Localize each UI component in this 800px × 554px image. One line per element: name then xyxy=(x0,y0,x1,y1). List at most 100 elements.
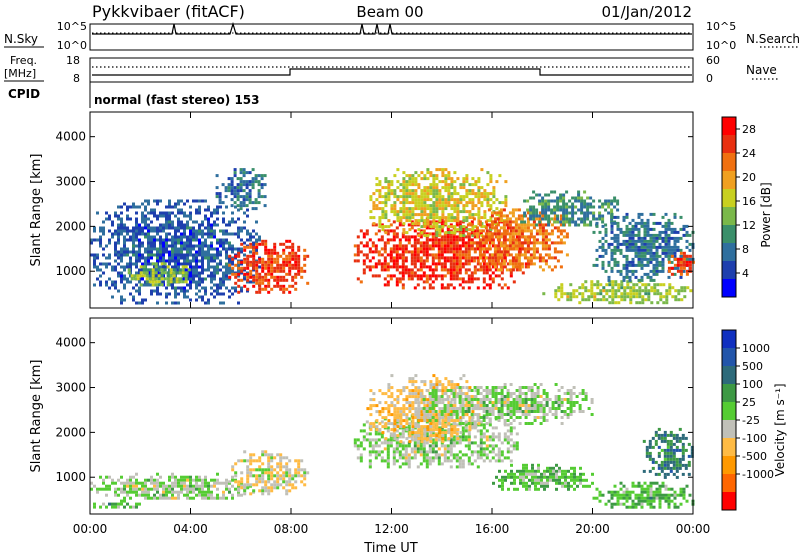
power-cbar-tick-label: 16 xyxy=(742,195,756,208)
power-cbar-swatch xyxy=(722,225,736,243)
velocity-cbar-swatch xyxy=(722,438,736,456)
date-title: 01/Jan/2012 xyxy=(602,3,693,21)
station-title: Pykkvibaer (fitACF) xyxy=(92,2,245,21)
velocity-xtick-label: 00:00 xyxy=(73,522,108,536)
power-cbar-swatch xyxy=(722,189,736,207)
velocity-ytick-label: 4000 xyxy=(55,336,86,350)
velocity-cbar-tick-label: 1000 xyxy=(742,342,770,355)
nsky-panel xyxy=(89,23,694,51)
velocity-xtick-label: 12:00 xyxy=(374,522,409,536)
freq-trace xyxy=(92,68,692,76)
velocity-cbar-tick-label: 500 xyxy=(742,360,763,373)
velocity-cbar-tick-label: -500 xyxy=(742,450,767,463)
power-ytick-label: 3000 xyxy=(55,175,86,189)
power-region xyxy=(542,280,693,305)
velocity-cbar-tick-label: 25 xyxy=(742,396,756,409)
velocity-cbar-swatch xyxy=(722,330,736,348)
power-cbar-swatch xyxy=(722,153,736,171)
velocity-y-axis: 1000 2000 3000 4000 xyxy=(55,336,693,484)
power-region xyxy=(127,262,191,287)
velocity-xtick-label: 04:00 xyxy=(173,522,208,536)
nsearch-label: N.Search xyxy=(746,32,800,46)
freq-panel xyxy=(89,57,694,83)
velocity-xtick-label: 08:00 xyxy=(274,522,309,536)
velocity-xtick-label: 20:00 xyxy=(575,522,610,536)
velocity-xlabel: Time UT xyxy=(363,541,417,554)
power-x-tickmarks xyxy=(89,112,694,308)
power-cbar-swatch xyxy=(722,117,736,135)
velocity-x-axis: 00:00 04:00 08:00 12:00 16:00 20:00 00:00 xyxy=(73,318,711,536)
power-region xyxy=(228,239,310,294)
power-cbar-swatch xyxy=(722,171,736,189)
power-region xyxy=(215,168,267,211)
power-cbar-tick-label: 4 xyxy=(742,267,749,280)
velocity-heatmap xyxy=(90,374,695,509)
velocity-ylabel: Slant Range [km] xyxy=(29,360,44,473)
power-ytick-label: 1000 xyxy=(55,264,86,278)
velocity-xtick-label: 00:00 xyxy=(676,522,711,536)
nave-tick-top: 60 xyxy=(706,54,720,67)
power-heatmap xyxy=(90,168,695,305)
velocity-cbar-tick-label: -100 xyxy=(742,432,767,445)
nave-tick-bottom: 0 xyxy=(706,72,713,85)
power-cbar-swatch xyxy=(722,135,736,153)
power-cbar-tick-label: 20 xyxy=(742,171,756,184)
power-ylabel: Slant Range [km] xyxy=(29,154,44,267)
freq-tick-bottom: 8 xyxy=(73,72,80,85)
velocity-ytick-label: 1000 xyxy=(55,470,86,484)
power-ytick-label: 4000 xyxy=(55,130,86,144)
velocity-cbar-tick-label: -25 xyxy=(742,414,760,427)
velocity-cbar-tick-label: 100 xyxy=(742,378,763,391)
nsky-label: N.Sky xyxy=(4,32,38,46)
cpid-text: normal (fast stereo) 153 xyxy=(94,93,260,107)
velocity-region xyxy=(90,472,255,500)
power-cbar-tick-label: 8 xyxy=(742,243,749,256)
power-cbar-label: Power [dB] xyxy=(759,182,773,247)
power-cbar-tick-label: 12 xyxy=(742,219,756,232)
velocity-colorbar: 1000 500 100 25 -25 -100 -500 -1000 xyxy=(721,329,774,511)
velocity-cbar-swatch xyxy=(722,474,736,492)
power-cbar-swatch xyxy=(722,261,736,279)
nsearch-tick-top: 10^5 xyxy=(706,20,736,33)
velocity-cbar-swatch xyxy=(722,348,736,366)
power-cbar-swatch xyxy=(722,243,736,261)
power-y-axis: 1000 2000 3000 4000 xyxy=(55,130,693,278)
nave-label: Nave xyxy=(746,63,777,77)
freq-tick-top: 18 xyxy=(66,54,80,67)
power-cbar-swatch xyxy=(722,207,736,225)
velocity-region xyxy=(416,383,594,425)
velocity-cbar-swatch xyxy=(722,402,736,420)
velocity-region xyxy=(228,450,310,496)
velocity-ytick-label: 2000 xyxy=(55,425,86,439)
power-region xyxy=(520,190,620,227)
power-region xyxy=(667,251,695,276)
beam-title: Beam 00 xyxy=(356,3,423,21)
velocity-xtick-label: 16:00 xyxy=(475,522,510,536)
velocity-region xyxy=(93,499,141,509)
power-colorbar: 28 24 20 16 12 8 4 xyxy=(721,116,756,298)
power-cbar-swatch xyxy=(722,279,736,297)
freq-label-1: Freq. xyxy=(10,54,37,67)
nsky-trace xyxy=(92,21,692,35)
cpid-label: CPID xyxy=(8,87,40,101)
velocity-cbar-swatch xyxy=(722,420,736,438)
velocity-cbar-swatch xyxy=(722,456,736,474)
velocity-region xyxy=(642,427,694,479)
power-cbar-tick-label: 28 xyxy=(742,123,756,136)
velocity-ytick-label: 3000 xyxy=(55,381,86,395)
nsky-tick-bottom: 10^0 xyxy=(57,39,87,52)
freq-label-2: [MHz] xyxy=(4,67,36,80)
velocity-region xyxy=(492,463,594,491)
nsearch-tick-bottom: 10^0 xyxy=(706,39,736,52)
power-cbar-tick-label: 24 xyxy=(742,147,756,160)
velocity-cbar-swatch xyxy=(722,366,736,384)
velocity-cbar-tick-label: -1000 xyxy=(742,468,774,481)
velocity-cbar-label: Velocity [m s⁻¹] xyxy=(773,383,787,476)
velocity-cbar-swatch xyxy=(722,492,736,510)
nsky-tick-top: 10^5 xyxy=(57,20,87,33)
power-region xyxy=(369,168,508,238)
velocity-region xyxy=(592,481,695,509)
power-ytick-label: 2000 xyxy=(55,219,86,233)
velocity-cbar-swatch xyxy=(722,384,736,402)
